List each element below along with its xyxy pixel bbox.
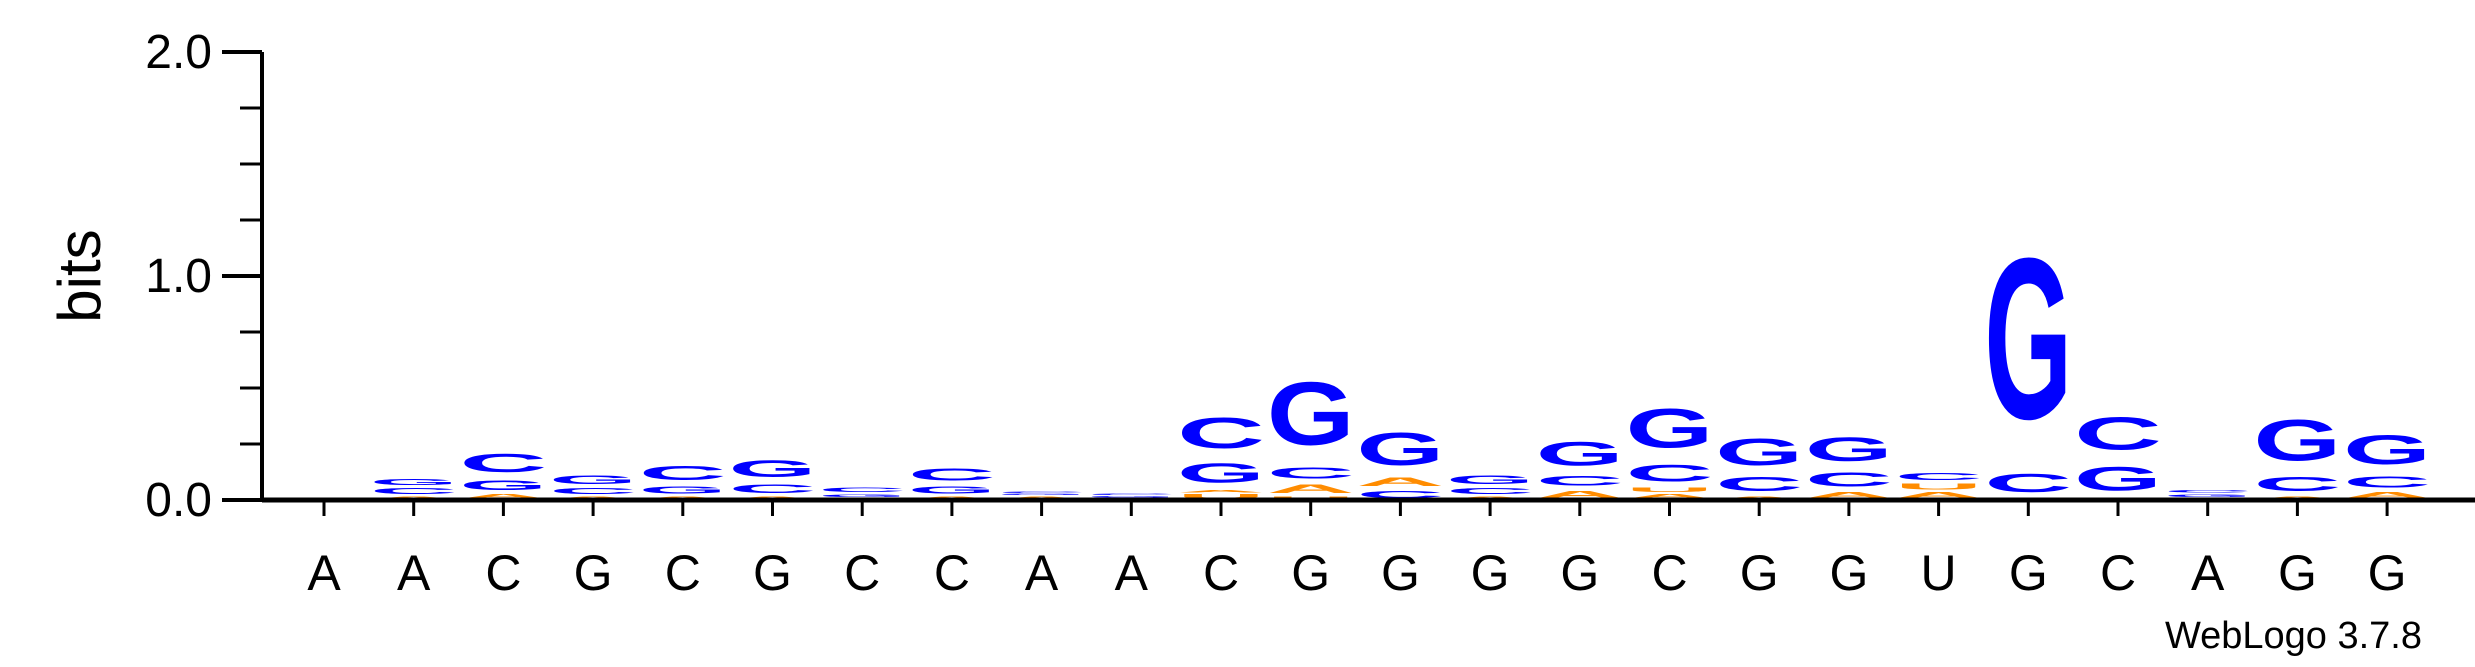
- x-tick-label: C: [1203, 545, 1239, 601]
- x-tick-label: G: [2278, 545, 2317, 601]
- logo-letter-C: C: [1805, 469, 1893, 491]
- logo-letter-A: A: [1805, 491, 1893, 500]
- x-tick-label: G: [1740, 545, 1779, 601]
- logo-letter-G: G: [2074, 459, 2162, 497]
- x-tick-label: G: [1291, 545, 1330, 601]
- logo-letter-C: C: [998, 491, 1086, 493]
- logo-letter-A: A: [2343, 491, 2431, 500]
- logo-letter-C: C: [1087, 493, 1175, 495]
- logo-letter-C: C: [1446, 487, 1534, 496]
- x-tick-label: A: [1115, 545, 1149, 601]
- logo-letter-G: G: [729, 455, 817, 482]
- x-tick-label: G: [1560, 545, 1599, 601]
- logo-letter-G: G: [1626, 397, 1714, 460]
- logo-letter-G: G: [459, 478, 547, 494]
- logo-letter-C: C: [2253, 473, 2341, 495]
- logo-letter-C: C: [1356, 489, 1444, 500]
- logo-letter-A: A: [1177, 489, 1265, 493]
- y-axis: 0.0 1.0 2.0 bits: [46, 26, 264, 527]
- logo-letter-G: G: [1177, 457, 1265, 488]
- x-tick-label: G: [1471, 545, 1510, 601]
- x-tick-label: C: [665, 545, 701, 601]
- logo-letter-A: A: [1626, 493, 1714, 500]
- logo-letter-C: C: [908, 464, 996, 484]
- x-tick-label: A: [2191, 545, 2225, 601]
- logo-letter-A: A: [1536, 489, 1624, 500]
- logo-letter-U: U: [1626, 487, 1714, 494]
- logo-letter-G: G: [908, 484, 996, 495]
- logo-letter-G: G: [1267, 362, 1355, 463]
- y-tick-label: 0.0: [145, 474, 212, 527]
- weblogo-version-label: WebLogo 3.7.8: [2165, 615, 2422, 657]
- y-tick-label: 1.0: [145, 250, 212, 303]
- logo-letter-G: G: [818, 493, 906, 497]
- x-tick-label: U: [1921, 545, 1957, 601]
- x-tick-label: C: [844, 545, 880, 601]
- logo-letter-C: C: [1895, 471, 1983, 482]
- logo-letter-G: G: [2164, 493, 2252, 497]
- logo-letter-G: G: [2253, 409, 2341, 474]
- logo-letter-G: G: [1715, 431, 1803, 473]
- x-tick-label: G: [2009, 545, 2048, 601]
- logo-letter-C: C: [2164, 489, 2252, 493]
- logo-letter-U: U: [1895, 482, 1983, 491]
- x-tick-label: G: [753, 545, 792, 601]
- logo-letter-C: C: [1715, 473, 1803, 495]
- logo-letter-G: G: [998, 493, 1086, 495]
- logo-letter-G: G: [1087, 496, 1175, 498]
- logo-letter-C: C: [549, 487, 637, 496]
- logo-letter-C: C: [1177, 408, 1265, 457]
- logo-letter-G: G: [370, 478, 458, 487]
- logo-letter-C: C: [2343, 473, 2431, 491]
- logo-letter-C: C: [370, 487, 458, 496]
- x-tick-label: G: [1381, 545, 1420, 601]
- logo-letter-G: G: [1356, 424, 1444, 475]
- x-tick-label: C: [934, 545, 970, 601]
- logo-letter-A: A: [1356, 475, 1444, 488]
- logo-letter-G: G: [2343, 426, 2431, 473]
- logo-letter-C: C: [639, 462, 727, 484]
- logo-letter-G: G: [1984, 211, 2072, 467]
- logo-letter-C: C: [1536, 473, 1624, 489]
- y-tick-label: 2.0: [145, 26, 212, 79]
- y-axis-title: bits: [46, 229, 113, 322]
- logo-letter-C: C: [818, 487, 906, 494]
- logo-letter-A: A: [1895, 491, 1983, 500]
- logo-letter-U: U: [1177, 493, 1265, 500]
- letter-stacks: ACGAGCACGAGCACGAGCAGCAGCAGCUAGCUACGCAGAC…: [370, 211, 2431, 500]
- logo-letter-A: A: [1267, 482, 1355, 495]
- logo-letter-C: C: [2074, 408, 2162, 459]
- logo-letter-C: C: [1267, 464, 1355, 482]
- x-tick-label: G: [2368, 545, 2407, 601]
- logo-letter-G: G: [1536, 435, 1624, 473]
- x-tick-label: C: [2100, 545, 2136, 601]
- x-tick-label: A: [307, 545, 341, 601]
- x-tick-label: G: [574, 545, 613, 601]
- logo-letter-G: G: [549, 473, 637, 486]
- logo-letter-C: C: [1984, 468, 2072, 497]
- logo-letter-G: G: [1805, 430, 1893, 468]
- x-tick-label: A: [1025, 545, 1059, 601]
- logo-letter-G: G: [1446, 473, 1534, 486]
- logo-letter-A: A: [459, 493, 547, 500]
- x-tick-label: G: [1829, 545, 1868, 601]
- logo-letter-G: G: [639, 484, 727, 495]
- x-tick-label: C: [485, 545, 521, 601]
- logo-letter-C: C: [729, 482, 817, 495]
- logo-letter-C: C: [1626, 460, 1714, 487]
- logo-letter-C: C: [459, 448, 547, 477]
- x-tick-label: A: [397, 545, 431, 601]
- x-tick-label: C: [1651, 545, 1687, 601]
